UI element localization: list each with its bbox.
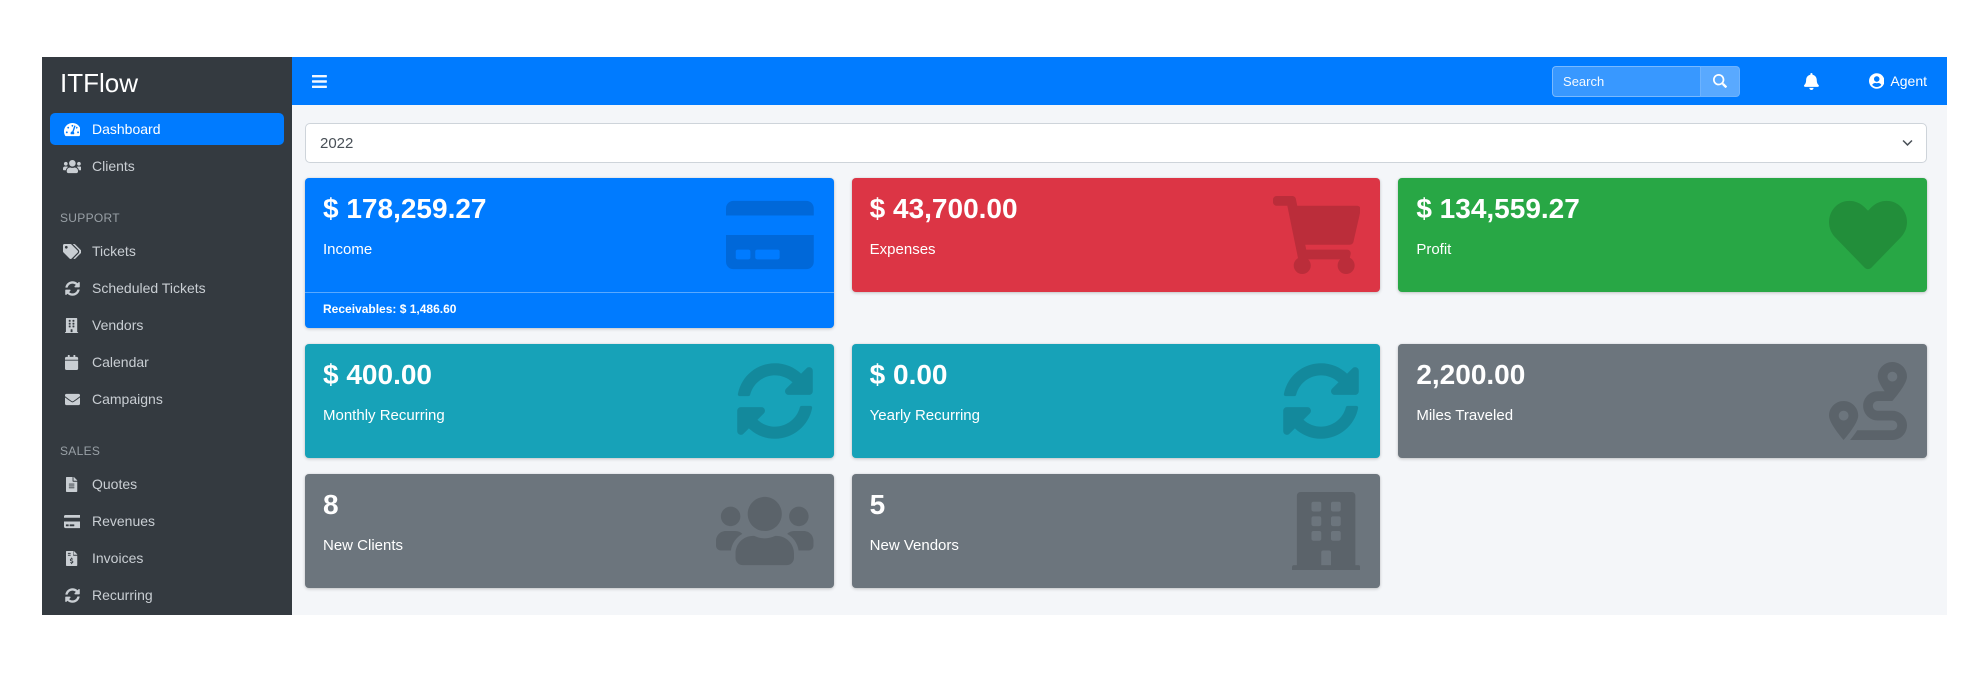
file-invoice-dollar-icon [60,550,84,566]
stat-value: 2,200.00 [1416,359,1526,390]
year-filter: 2022 [305,123,1927,163]
credit-card-icon [725,196,814,274]
stat-card-body: $ 0.00 Yearly Recurring [852,344,1381,458]
stat-card-new-clients: 8 New Clients [305,474,834,588]
app-window: ITFlow Dashboard Clients SUPPORT Tickets… [42,57,1947,615]
year-select[interactable]: 2022 [305,123,1927,163]
stat-value: 5 [869,489,886,520]
dashboard-icon [60,122,84,137]
calendar-icon [60,354,84,370]
main-column: Agent 2022 $ 178,259.27 Income [292,57,1947,615]
envelope-icon [60,392,84,407]
sidebar-item-quotes[interactable]: Quotes [50,468,284,500]
sidebar-item-label: Recurring [92,587,153,603]
users-icon [716,492,814,570]
search-input[interactable] [1552,65,1701,97]
stat-card-miles-traveled: 2,200.00 Miles Traveled [1398,344,1927,458]
stat-value: 8 [323,489,339,520]
sidebar-item-calendar[interactable]: Calendar [50,346,284,378]
stat-label: Income [323,241,373,258]
sidebar-item-scheduled-tickets[interactable]: Scheduled Tickets [50,272,284,304]
sidebar-item-label: Invoices [92,550,144,566]
sidebar-item-label: Campaigns [92,391,163,407]
receivables-text: Receivables: $ 1,486.60 [323,302,457,316]
user-circle-icon [1868,73,1891,89]
bell-icon [1804,72,1819,90]
stat-card-body: 5 New Vendors [852,474,1381,588]
search-button[interactable] [1700,65,1741,97]
stat-card-body: $ 400.00 Monthly Recurring [305,344,834,458]
stat-card-monthly-recurring: $ 400.00 Monthly Recurring [305,344,834,458]
brand-logo: ITFlow [60,68,138,98]
bars-icon [312,73,327,90]
sidebar-item-label: Scheduled Tickets [92,280,206,296]
stat-value: $ 134,559.27 [1416,193,1580,224]
stat-card-expenses: $ 43,700.00 Expenses [851,178,1381,292]
file-icon [60,476,84,492]
sidebar-item-revenues[interactable]: Revenues [50,505,284,537]
stat-label: Monthly Recurring [323,407,445,424]
stat-card-body: $ 134,559.27 Profit [1398,178,1927,292]
sidebar-item-dashboard[interactable]: Dashboard [50,113,284,145]
stat-card-yearly-recurring: $ 0.00 Yearly Recurring [851,344,1381,458]
stat-card-body: 2,200.00 Miles Traveled [1398,344,1927,458]
stat-value: $ 400.00 [323,359,432,390]
users-icon [60,159,84,174]
sync-icon [60,587,84,603]
stat-card-income: $ 178,259.27 Income Receivables: $ 1,486… [305,178,834,328]
building-icon [60,317,84,333]
sidebar-item-campaigns[interactable]: Campaigns [50,383,284,415]
heart-icon [1829,196,1907,274]
stat-value: $ 178,259.27 [323,193,487,224]
sidebar-item-clients[interactable]: Clients [50,150,284,182]
stat-value: $ 0.00 [869,359,948,390]
stat-label: Expenses [869,241,936,258]
stat-label: Yearly Recurring [869,407,980,424]
stat-label: New Vendors [869,537,959,554]
tags-icon [60,243,84,259]
sidebar-item-label: Vendors [92,317,144,333]
stat-card-body: 8 New Clients [305,474,834,588]
credit-card-icon [60,514,84,529]
stat-card-body: $ 43,700.00 Expenses [852,178,1381,292]
top-navbar: Agent [292,57,1947,105]
building-icon [1292,492,1361,570]
sidebar-nav: Dashboard Clients SUPPORT Tickets Schedu… [42,107,292,616]
sidebar-item-invoices[interactable]: Invoices [50,542,284,574]
stat-label: Miles Traveled [1416,407,1514,424]
route-icon [1829,362,1907,440]
stat-label: New Clients [323,537,404,554]
sync-icon [736,362,814,440]
menu-toggle-button[interactable] [312,73,327,90]
stat-card-new-vendors: 5 New Vendors [851,474,1381,588]
sidebar-item-label: Dashboard [92,121,161,137]
sidebar-item-label: Calendar [92,354,149,370]
sidebar-section-support: SUPPORT [60,211,120,225]
sidebar-item-tickets[interactable]: Tickets [50,235,284,267]
user-menu[interactable]: Agent [1868,73,1927,89]
stat-card-footer: Receivables: $ 1,486.60 [305,292,834,328]
shopping-cart-icon [1272,196,1361,274]
stat-label: Profit [1416,241,1452,258]
sidebar-item-label: Clients [92,158,135,174]
stat-card-grid: $ 178,259.27 Income Receivables: $ 1,486… [305,178,1927,588]
sidebar-item-label: Revenues [92,513,156,529]
stat-value: $ 43,700.00 [869,193,1018,224]
sidebar-section-sales: SALES [60,444,101,458]
sync-icon [1282,362,1360,440]
sidebar: ITFlow Dashboard Clients SUPPORT Tickets… [42,57,292,615]
stat-card-body: $ 178,259.27 Income [305,178,834,292]
sidebar-item-label: Tickets [92,243,136,259]
navbar-search [1552,65,1741,97]
sidebar-item-recurring[interactable]: Recurring [50,579,284,611]
sidebar-item-label: Quotes [92,476,138,492]
dashboard-content: 2022 $ 178,259.27 Income Receivables: $ … [292,105,1947,615]
stat-card-profit: $ 134,559.27 Profit [1398,178,1927,292]
search-icon [1713,74,1728,88]
notifications-button[interactable] [1804,72,1819,90]
user-menu-label: Agent [1890,73,1927,89]
sync-icon [60,280,84,296]
sidebar-item-vendors[interactable]: Vendors [50,309,284,341]
